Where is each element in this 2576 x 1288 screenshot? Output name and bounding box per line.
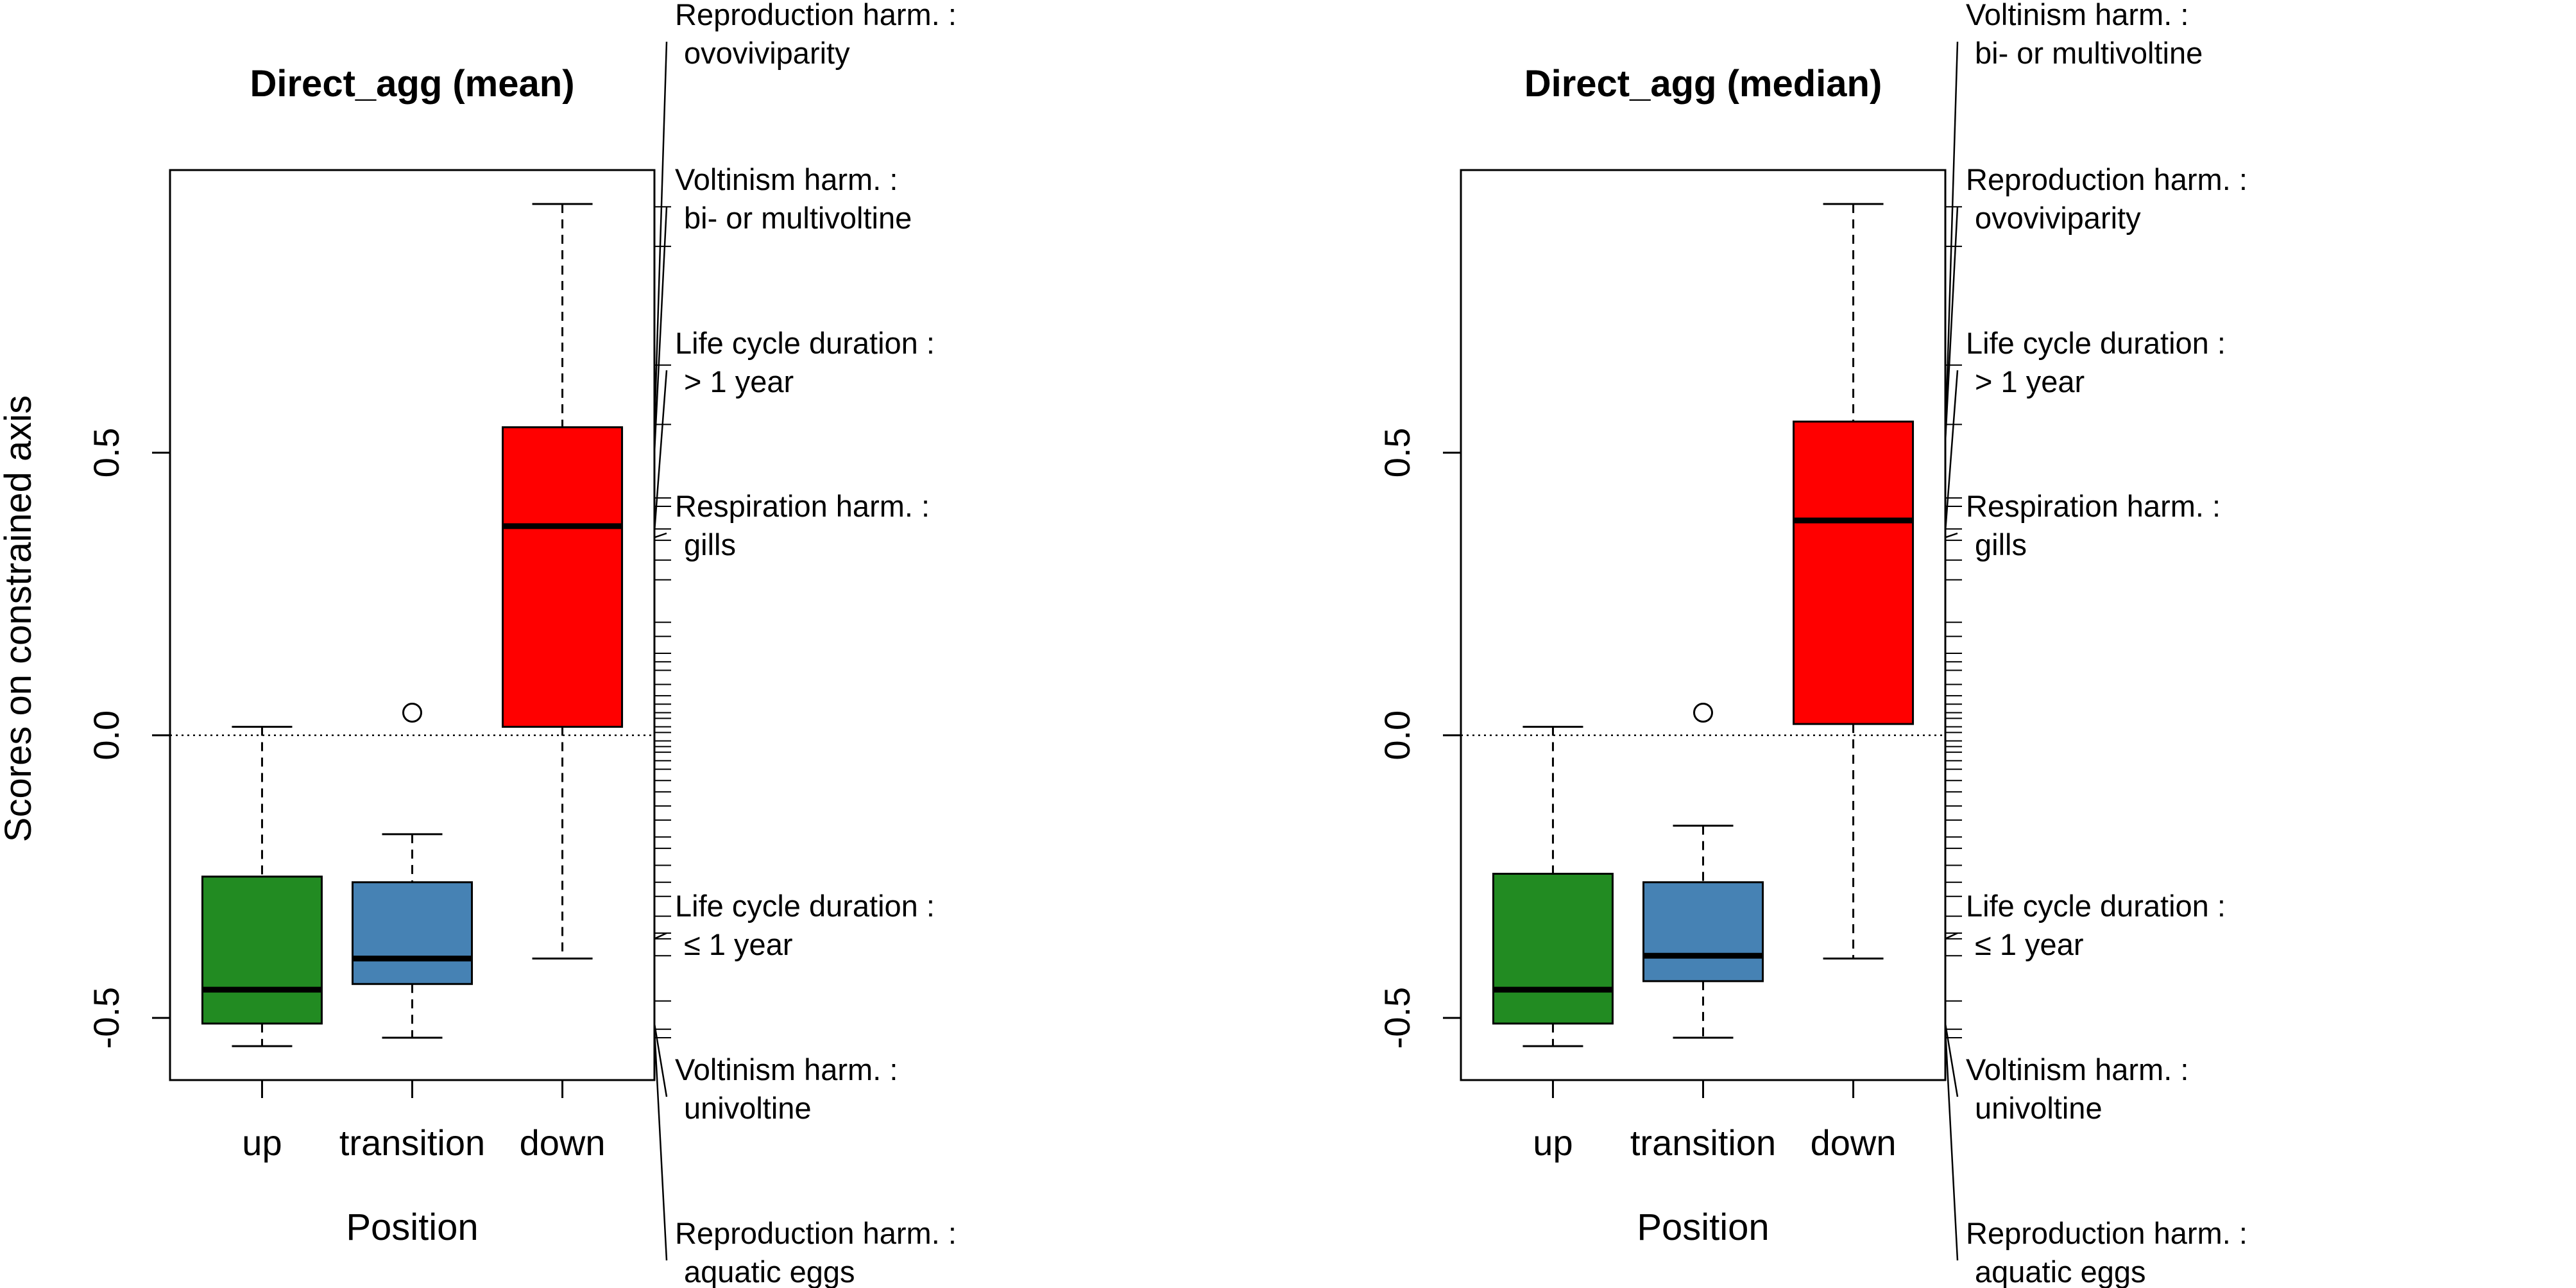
- x-tick-label: down: [1811, 1122, 1897, 1163]
- modality-label: Voltinism harm. :: [675, 162, 898, 196]
- modality-leader-line: [653, 1029, 668, 1261]
- box-iqr: [1793, 420, 1915, 725]
- modality-label: Voltinism harm. :: [1966, 0, 2188, 31]
- modality-category: univoltine: [1975, 1091, 2103, 1125]
- box-iqr: [1492, 873, 1614, 1025]
- box-iqr: [502, 426, 624, 728]
- modality-label: Life cycle duration :: [675, 889, 935, 923]
- modality-label: Reproduction harm. :: [1966, 162, 2248, 196]
- y-axis-title: Scores on constrained axis: [0, 395, 39, 842]
- y-tick-label: -0.5: [1377, 987, 1417, 1049]
- x-axis-title: Position: [346, 1206, 478, 1248]
- boxplot-down: [502, 203, 624, 960]
- y-tick-label: 0.0: [1377, 710, 1417, 760]
- modality-category: > 1 year: [1975, 365, 2085, 399]
- boxplot-down: [1793, 203, 1915, 960]
- modality-category: gills: [684, 528, 736, 562]
- modality-leader-line: [653, 41, 668, 431]
- modality-label: Life cycle duration :: [1966, 889, 2226, 923]
- chart-title: Direct_agg (mean): [250, 63, 574, 105]
- modality-category: bi- or multivoltine: [1975, 36, 2203, 70]
- chart-title: Direct_agg (median): [1524, 63, 1882, 105]
- boxplot-up: [1492, 726, 1614, 1047]
- modality-category: ≤ 1 year: [684, 927, 792, 961]
- outlier-point: [1693, 703, 1713, 723]
- modality-leader-line: [1944, 206, 1959, 442]
- x-tick-label: up: [242, 1122, 282, 1163]
- x-tick-label: down: [520, 1122, 606, 1163]
- boxplot-transition: [352, 703, 473, 1039]
- modality-leader-line: [653, 1023, 668, 1097]
- modality-category: univoltine: [684, 1091, 812, 1125]
- modality-label: Voltinism harm. :: [1966, 1052, 2188, 1086]
- modality-label: Voltinism harm. :: [675, 1052, 898, 1086]
- modality-category: gills: [1975, 528, 2027, 562]
- boxplot-up: [201, 726, 323, 1047]
- modality-label: Life cycle duration :: [675, 326, 935, 360]
- modality-label: Respiration harm. :: [675, 489, 930, 523]
- modality-leader-line: [1944, 1023, 1959, 1097]
- x-tick-label: transition: [339, 1122, 485, 1163]
- x-tick-label: up: [1533, 1122, 1573, 1163]
- modality-label: Reproduction harm. :: [675, 0, 957, 31]
- modality-category: aquatic eggs: [684, 1255, 855, 1288]
- modality-category: aquatic eggs: [1975, 1255, 2146, 1288]
- modality-leader-line: [1945, 932, 1958, 940]
- x-tick-label: transition: [1630, 1122, 1776, 1163]
- y-tick-label: 0.0: [86, 710, 126, 760]
- modality-leader-line: [1944, 370, 1959, 532]
- modality-label: Life cycle duration :: [1966, 326, 2226, 360]
- modality-label: Reproduction harm. :: [675, 1216, 957, 1250]
- modality-label: Reproduction harm. :: [1966, 1216, 2248, 1250]
- modality-leader-line: [1944, 41, 1959, 442]
- boxplot-transition: [1642, 703, 1764, 1039]
- modality-leader-line: [653, 206, 668, 453]
- panel-mean: Direct_agg (mean) -0.5 0.0 0.5 Scores on con…: [0, 0, 957, 1288]
- y-tick-label: -0.5: [86, 987, 126, 1049]
- x-axis-title: Position: [1637, 1206, 1769, 1248]
- box-iqr: [1642, 881, 1764, 983]
- modality-category: ovoviviparity: [684, 36, 850, 70]
- modality-category: bi- or multivoltine: [684, 201, 912, 235]
- modality-leader-line: [654, 532, 667, 538]
- modality-leader-line: [1945, 532, 1958, 538]
- box-iqr: [352, 881, 473, 985]
- modality-leader-line: [1944, 1029, 1959, 1261]
- panel-median: Direct_agg (median) -0.5 0.0 0.5 up transitio…: [1377, 0, 2248, 1288]
- modality-category: > 1 year: [684, 365, 794, 399]
- modality-category: ovoviviparity: [1975, 201, 2141, 235]
- modality-leader-line: [654, 932, 667, 940]
- box-iqr: [201, 875, 323, 1025]
- modality-label: Respiration harm. :: [1966, 489, 2221, 523]
- modality-leader-line: [653, 370, 668, 532]
- outlier-point: [402, 703, 422, 723]
- y-tick-label: 0.5: [1377, 427, 1417, 477]
- modality-category: ≤ 1 year: [1975, 927, 2083, 961]
- y-tick-label: 0.5: [86, 427, 126, 477]
